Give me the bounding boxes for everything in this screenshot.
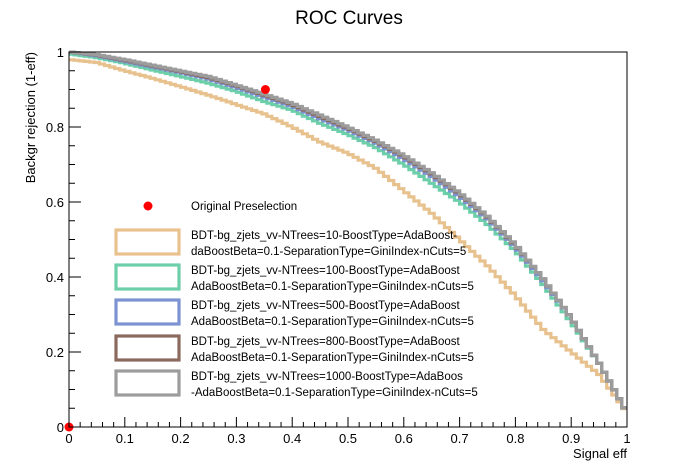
chart-title: ROC Curves (295, 8, 403, 29)
legend-label: daBoostBeta=0.1-SeparationType=GiniIndex… (191, 246, 466, 258)
legend-label: BDT-bg_zjets_vv-NTrees=1000-BoostType=Ad… (191, 371, 463, 383)
y-tick-label: 1 (57, 45, 64, 60)
x-tick-label: 0.9 (562, 431, 580, 446)
roc-series-line (69, 58, 627, 411)
preselection-point (260, 85, 270, 94)
x-axis: 0 0.1 0.2 0.3 0.4 0.5 0.6 0.7 0.8 0.9 1 (65, 417, 631, 446)
legend-swatch (114, 228, 181, 256)
x-tick-label: 0.2 (172, 431, 190, 446)
y-tick-label: 0.2 (46, 345, 64, 360)
curves-layer (69, 50, 627, 411)
legend-label: BDT-bg_zjets_vv-NTrees=10-BoostType=AdaB… (191, 230, 457, 242)
legend-label: AdaBoostBeta=0.1-SeparationType=GiniInde… (191, 316, 474, 328)
legend-marker-swatch (143, 201, 153, 211)
roc-series-line (69, 50, 627, 410)
x-tick-label: 0 (65, 431, 72, 446)
x-tick-label: 0.8 (506, 431, 524, 446)
legend-label: BDT-bg_zjets_vv-NTrees=800-BoostType=Ada… (191, 336, 460, 348)
x-axis-label: Signal eff (573, 446, 627, 461)
legend-label: BDT-bg_zjets_vv-NTrees=100-BoostType=Ada… (191, 265, 460, 277)
legend-swatch (114, 263, 181, 291)
legend-label: Original Preselection (191, 201, 297, 213)
x-tick-label: 0.4 (283, 431, 301, 446)
x-tick-label: 0.5 (339, 431, 357, 446)
legend-swatch (114, 369, 181, 397)
legend: Original Preselection BDT-bg_zjets_vv-NTr… (114, 201, 478, 399)
y-tick-label: 0 (57, 420, 64, 435)
roc-series-line (69, 52, 627, 410)
x-tick-label: 0.7 (451, 431, 469, 446)
y-tick-label: 0.6 (46, 195, 64, 210)
x-tick-label: 0.6 (395, 431, 413, 446)
legend-label: AdaBoostBeta=0.1-SeparationType=GiniInde… (191, 281, 474, 293)
y-tick-label: 0.8 (46, 120, 64, 135)
y-axis: 0 0.2 0.4 0.6 0.8 1 (46, 45, 81, 435)
legend-label: -AdaBoostBeta=0.1-SeparationType=GiniInd… (191, 387, 478, 399)
x-tick-label: 1 (623, 431, 630, 446)
legend-label: AdaBoostBeta=0.1-SeparationType=GiniInde… (191, 352, 474, 364)
legend-swatch (114, 298, 181, 326)
legend-swatch (114, 334, 181, 362)
y-axis-label: Backgr rejection (1-eff) (23, 52, 38, 183)
x-tick-label: 0.3 (227, 431, 245, 446)
x-tick-label: 0.1 (116, 431, 134, 446)
y-tick-label: 0.4 (46, 270, 64, 285)
legend-label: BDT-bg_zjets_vv-NTrees=500-BoostType=Ada… (191, 300, 460, 312)
